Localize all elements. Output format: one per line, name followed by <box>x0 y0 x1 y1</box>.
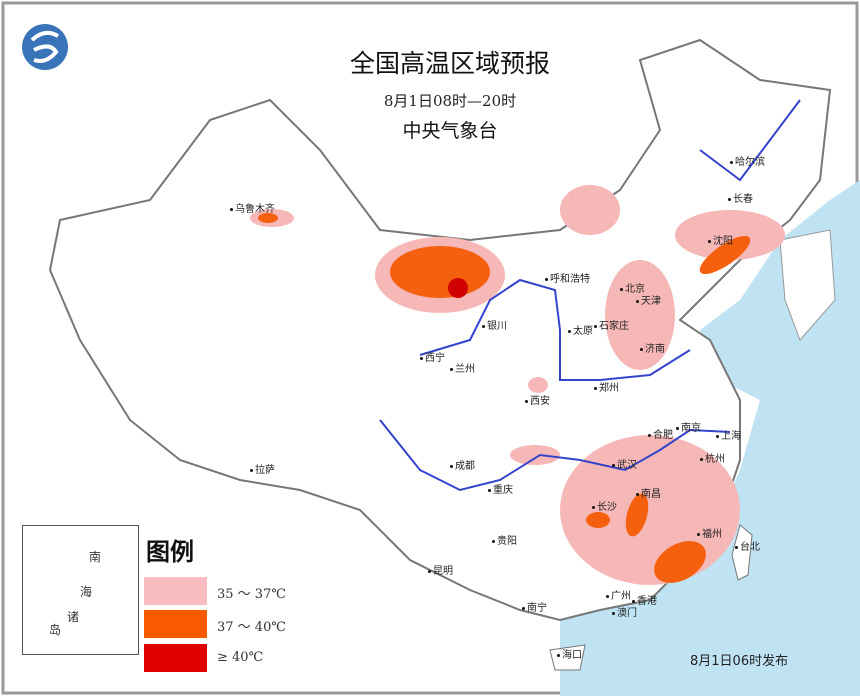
city-label: 太原 <box>568 322 593 337</box>
inset-label: 岛 <box>49 623 62 637</box>
heat-zone-level2 <box>258 213 278 223</box>
city-label: 西宁 <box>420 349 445 364</box>
city-label: 南宁 <box>522 599 547 614</box>
city-label: 台北 <box>735 538 760 553</box>
heat-zone-level1 <box>528 377 548 393</box>
city-label: 北京 <box>620 280 645 295</box>
city-label: 广州 <box>606 587 631 602</box>
legend-label: 37 ～ 40℃ <box>217 620 286 635</box>
city-label: 南京 <box>676 419 701 434</box>
city-label: 上海 <box>716 427 741 442</box>
city-label: 香港 <box>632 592 657 607</box>
city-label: 兰州 <box>450 360 475 375</box>
heat-zone-level2 <box>654 541 706 583</box>
inset-label: 南 <box>89 550 102 564</box>
legend-swatch-40-plus <box>144 644 207 672</box>
city-label: 贵阳 <box>492 532 517 547</box>
legend-swatch-37-40 <box>144 610 207 638</box>
city-label: 长沙 <box>592 498 617 513</box>
city-label: 拉萨 <box>250 461 275 476</box>
city-label: 石家庄 <box>594 317 629 332</box>
ocean <box>560 180 860 696</box>
forecast-period: 8月1日08时—20时 <box>383 92 517 110</box>
heat-zone-level3 <box>448 278 468 298</box>
city-label: 沈阳 <box>708 232 733 247</box>
city-label: 哈尔滨 <box>730 153 765 168</box>
city-label: 成都 <box>450 457 475 472</box>
city-label: 郑州 <box>594 379 619 394</box>
city-label: 杭州 <box>700 450 725 465</box>
city-label: 呼和浩特 <box>545 270 590 285</box>
city-label: 天津 <box>636 292 661 307</box>
city-label: 长春 <box>728 190 753 205</box>
heat-zone-level1 <box>510 445 560 465</box>
yellow-river <box>419 278 691 381</box>
heat-zone-level2 <box>625 493 649 537</box>
heat-zone-level2 <box>699 235 751 275</box>
legend-swatch-35-37 <box>144 577 207 605</box>
city-label: 乌鲁木齐 <box>230 200 275 215</box>
city-label: 昆明 <box>428 562 453 577</box>
legend-title: 图例 <box>146 538 194 566</box>
south-china-sea-inset: 南 海 诸 岛 <box>22 525 139 655</box>
heat-zone-level2 <box>390 246 490 298</box>
city-label: 澳门 <box>612 604 637 619</box>
heat-zone-level1 <box>560 185 620 235</box>
city-label: 武汉 <box>612 456 637 471</box>
inset-label: 诸 <box>67 610 80 624</box>
city-label: 重庆 <box>488 481 513 496</box>
cma-logo <box>22 24 68 70</box>
issuer: 中央气象台 <box>402 120 498 142</box>
city-label: 西安 <box>525 392 550 407</box>
city-label: 济南 <box>640 340 665 355</box>
city-label: 海口 <box>557 646 582 661</box>
yangtze-river <box>379 419 731 492</box>
heat-zone-level2 <box>586 512 610 528</box>
city-label: 合肥 <box>648 426 673 441</box>
city-label: 银川 <box>482 317 507 332</box>
city-label: 福州 <box>697 525 722 540</box>
inset-label: 海 <box>80 585 93 599</box>
map-title: 全国高温区域预报 <box>349 49 550 78</box>
legend-label: ≥ 40℃ <box>217 650 264 665</box>
legend-label: 35 ～ 37℃ <box>217 587 286 602</box>
publish-time: 8月1日06时发布 <box>690 654 789 669</box>
city-label: 南昌 <box>636 485 661 500</box>
korea <box>779 229 836 341</box>
